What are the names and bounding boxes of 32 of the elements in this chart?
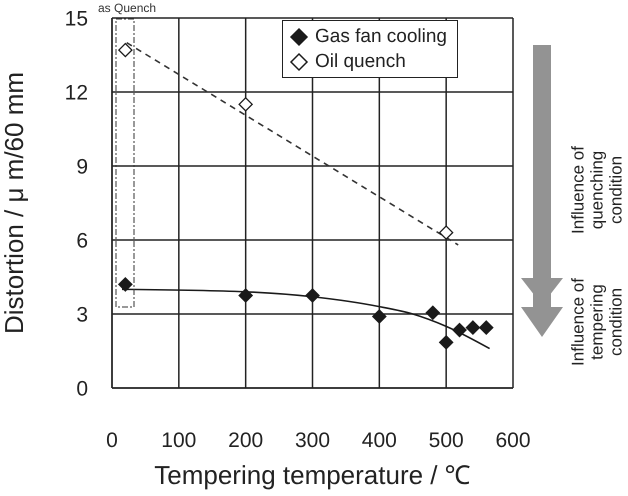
legend-label: Gas fan cooling — [314, 25, 447, 49]
point — [372, 309, 386, 324]
y-tick-label: 15 — [64, 7, 88, 30]
point — [466, 320, 480, 335]
point — [118, 42, 133, 58]
point — [238, 97, 253, 112]
x-tick-label: 200 — [228, 428, 264, 452]
y-tick-label: 0 — [76, 377, 88, 400]
x-tick-label: 500 — [428, 428, 464, 452]
point — [426, 306, 440, 320]
x-tick-label: 0 — [106, 428, 118, 452]
point — [238, 288, 253, 303]
text: Influence of quenching condition — [568, 145, 626, 236]
point — [118, 277, 133, 292]
point — [439, 335, 454, 350]
point — [479, 320, 494, 335]
x-tick-label: 100 — [161, 428, 196, 452]
y-axis-title: Distortion / μ m/60 mm — [0, 72, 30, 334]
text: Influence of tempering condition — [568, 277, 626, 368]
y-tick-label: 6 — [76, 229, 88, 252]
point — [439, 225, 454, 240]
y-tick-label: 12 — [64, 81, 88, 104]
point — [305, 288, 320, 303]
x-tick-label: 300 — [294, 428, 330, 452]
y-tick-label: 9 — [76, 155, 88, 178]
x-tick-label: 400 — [362, 428, 397, 452]
point — [452, 322, 467, 338]
legend-label: Oil quench — [314, 50, 406, 74]
x-tick-label: 600 — [495, 428, 531, 452]
text: as Quench — [98, 1, 156, 15]
x-axis-title: Tempering temperature / ℃ — [154, 460, 471, 490]
y-tick-label: 3 — [76, 303, 88, 326]
